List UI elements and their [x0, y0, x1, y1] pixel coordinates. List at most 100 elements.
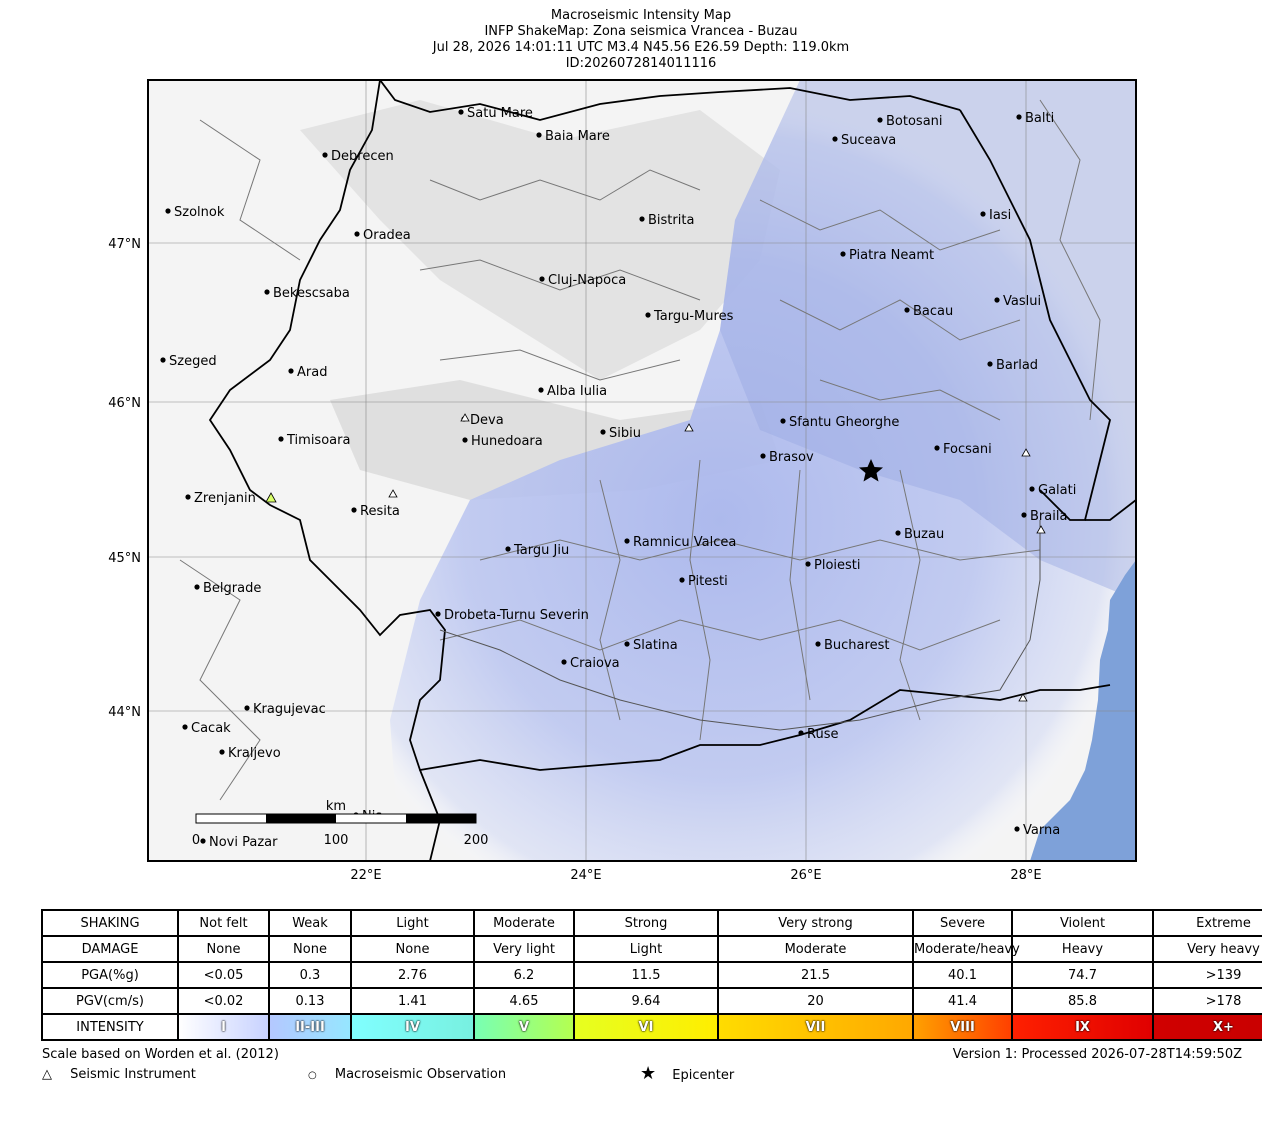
map-title-block: Macroseismic Intensity Map INFP ShakeMap… [0, 8, 1262, 72]
city-dot [815, 641, 821, 647]
legend-cell: 0.3 [268, 961, 352, 989]
legend-cell: 85.8 [1011, 987, 1154, 1015]
intensity-color-cell: IX [1011, 1013, 1154, 1041]
city-label: Cacak [191, 721, 231, 736]
lat-tick-label: 45°N [108, 551, 141, 566]
legend-cell: 2.76 [350, 961, 475, 989]
city-label: Targu-Mures [653, 309, 734, 324]
city-label: Bekescsaba [273, 286, 350, 301]
city-label: Belgrade [203, 581, 261, 596]
version-note: Version 1: Processed 2026-07-28T14:59:50… [952, 1047, 1242, 1062]
instrument-triangle-icon[interactable] [388, 489, 398, 498]
rivers [439, 520, 1041, 731]
observation-key-icon: ○ [308, 1070, 317, 1081]
city-label: Braila [1030, 509, 1067, 524]
city-dot [994, 297, 1000, 303]
city-dot [1021, 512, 1027, 518]
legend-cell: <0.02 [177, 987, 270, 1015]
intensity-color-cell: II-III [268, 1013, 352, 1041]
legend-row: SHAKING Not felt Weak Light Moderate Strong Ve… [41, 909, 1262, 937]
city-dot [354, 231, 360, 237]
intensity-shading-north [720, 80, 1136, 600]
intensity-color-cell: VIII [912, 1013, 1013, 1041]
lon-tick-label: 28°E [1010, 868, 1041, 883]
city-label: Drobeta-Turnu Severin [444, 608, 589, 623]
instrument-triangle-icon[interactable] [684, 423, 694, 432]
key-instrument: △ Seismic Instrument [42, 1067, 196, 1082]
legend-cell: Not felt [177, 909, 270, 937]
instrument-triangle-icon[interactable] [265, 492, 277, 503]
legend-cell: 41.4 [912, 987, 1013, 1015]
city-dot [895, 530, 901, 536]
city-label: Satu Mare [467, 106, 533, 121]
intensity-color-cell: I [177, 1013, 270, 1041]
intensity-color-cell: V [473, 1013, 575, 1041]
instrument-triangle-icon[interactable] [1018, 693, 1028, 702]
city-dot [798, 730, 804, 736]
city-dot [600, 429, 606, 435]
legend-cell: 4.65 [473, 987, 575, 1015]
instrument-triangle-icon[interactable] [460, 413, 470, 422]
title-line-3: Jul 28, 2026 14:01:11 UTC M3.4 N45.56 E2… [432, 40, 850, 55]
legend-cell: Very heavy [1152, 935, 1262, 963]
city-dot [904, 307, 910, 313]
city-label: Arad [297, 365, 327, 380]
intensity-map[interactable]: 47°N 46°N 45°N 44°N 22°E 24°E 26°E 28°E … [0, 0, 1262, 905]
city-label: Cluj-Napoca [548, 273, 626, 288]
city-label: Galati [1038, 483, 1076, 498]
legend-row: DAMAGE None None None Very light Light Moderat… [41, 935, 1262, 963]
legend-intensity-row: INTENSITY I II-III IV V VI VII VIII IX X+ [41, 1013, 1262, 1041]
city-dot [194, 584, 200, 590]
city-dot [288, 368, 294, 374]
epicenter-star-icon[interactable] [859, 459, 883, 482]
city-dot [244, 705, 250, 711]
city-label: Kraljevo [228, 746, 281, 761]
legend-cell: Moderate [473, 909, 575, 937]
city-label: Hunedoara [471, 434, 543, 449]
legend-cell: Violent [1011, 909, 1154, 937]
legend-row: PGA(%g) <0.05 0.3 2.76 6.2 11.5 21.5 40.1 74.7 >1… [41, 961, 1262, 989]
city-dot [539, 276, 545, 282]
legend-cell: Very light [473, 935, 575, 963]
city-label: Brasov [769, 450, 814, 465]
scalebar-label: 200 [464, 833, 489, 848]
instrument-triangle-icon[interactable] [1036, 525, 1046, 534]
instrument-triangle-icon[interactable] [1021, 448, 1031, 457]
city-dot [805, 561, 811, 567]
legend-cell: 11.5 [573, 961, 719, 989]
city-dot [624, 538, 630, 544]
city-label: Ramnicu Valcea [633, 535, 736, 550]
city-dot [458, 109, 464, 115]
legend-cell: Severe [912, 909, 1013, 937]
legend-cell: Very strong [717, 909, 914, 937]
city-label: Iasi [989, 208, 1011, 223]
city-dot [200, 838, 206, 844]
city-label: Szolnok [174, 205, 225, 220]
city-label: Targu Jiu [513, 543, 569, 558]
scale-note: Scale based on Worden et al. (2012) [42, 1047, 279, 1062]
epicenter-key-icon: ★ [640, 1063, 657, 1084]
legend-cell: 40.1 [912, 961, 1013, 989]
legend-cell: Extreme [1152, 909, 1262, 937]
legend-cell: Heavy [1011, 935, 1154, 963]
city-label: Bucharest [824, 638, 889, 653]
intensity-color-cell: X+ [1152, 1013, 1262, 1041]
legend-cell: 21.5 [717, 961, 914, 989]
graticule [148, 80, 1136, 861]
longitude-labels: 22°E 24°E 26°E 28°E [350, 868, 1041, 883]
seismic-instruments[interactable] [265, 413, 1046, 702]
city-dot [536, 132, 542, 138]
city-label: Vaslui [1003, 294, 1041, 309]
intensity-color-cell: VI [573, 1013, 719, 1041]
city-label: Balti [1025, 111, 1054, 126]
title-line-1: Macroseismic Intensity Map [550, 8, 732, 23]
key-epicenter: ★ Epicenter [640, 1065, 734, 1084]
scalebar-unit: km [326, 799, 346, 814]
city-dot [538, 387, 544, 393]
county-borders [179, 99, 1101, 801]
intensity-shading [390, 80, 1136, 861]
city-label: Szeged [169, 354, 217, 369]
black-sea [1030, 560, 1136, 861]
city-dot [322, 152, 328, 158]
lon-tick-label: 22°E [350, 868, 381, 883]
